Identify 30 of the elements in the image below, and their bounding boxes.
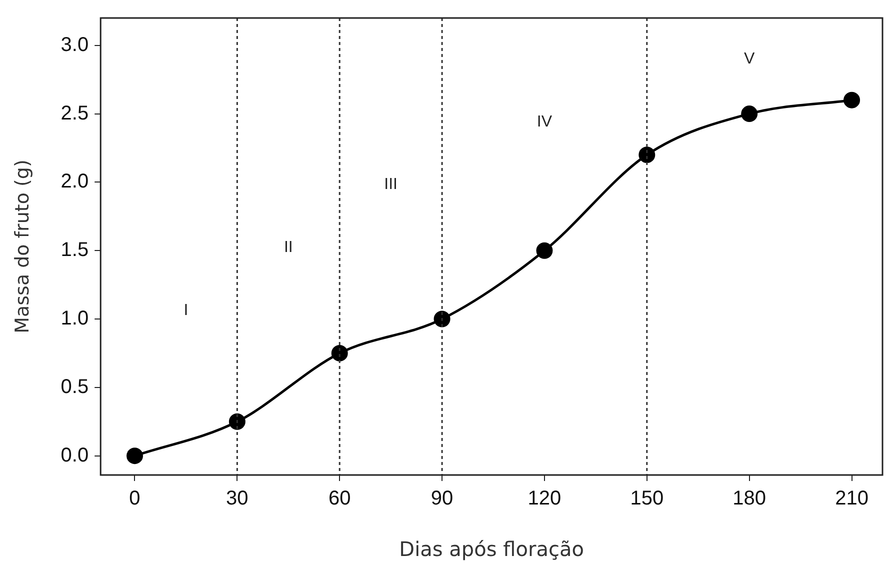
annotation: III [384, 176, 398, 194]
x-tick-label: 150 [630, 488, 664, 510]
y-tick-label: 3.0 [60, 34, 89, 56]
y-tick-label: 2.5 [60, 102, 89, 124]
point [536, 242, 553, 259]
point [434, 310, 450, 328]
point [126, 448, 143, 464]
annotation: V [744, 50, 756, 68]
x-tick-label: 60 [328, 488, 351, 510]
annotation: II [284, 239, 293, 256]
point [638, 146, 656, 164]
x-axis-title: Dias após floração [399, 537, 584, 562]
point [741, 106, 758, 122]
y-tick-label: 0.5 [60, 376, 89, 398]
x-tick-label: 210 [835, 488, 868, 510]
x-tick-label: 180 [732, 488, 766, 510]
x-tick-label: 90 [430, 488, 454, 510]
y-tick-label: 2.0 [60, 170, 89, 193]
annotation: IV [536, 113, 552, 130]
y-tick-label: 1.5 [60, 239, 89, 262]
x-tick-label: 30 [226, 488, 248, 510]
x-tick-label: 0 [129, 488, 140, 510]
y-tick-label: 1.0 [60, 308, 89, 330]
point [228, 413, 246, 430]
x-tick-label: 120 [528, 488, 562, 510]
point [331, 344, 348, 362]
y-tick-label: 0.0 [60, 444, 89, 466]
point [844, 92, 860, 108]
annotation: I [184, 302, 188, 319]
y-axis-title: Massa do fruto (g) [11, 160, 34, 334]
